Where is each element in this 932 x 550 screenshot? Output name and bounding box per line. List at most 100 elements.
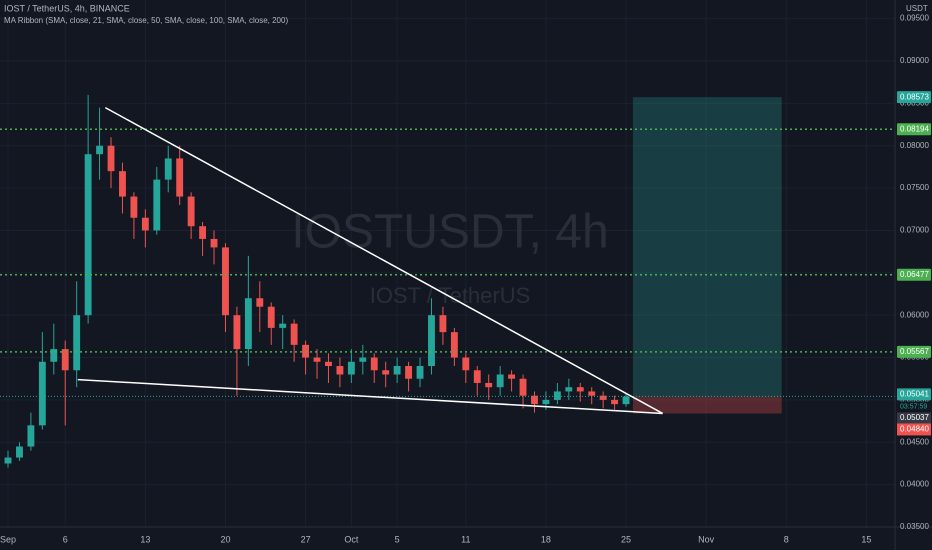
x-tick-label: 8 (784, 534, 789, 544)
candle-body (485, 382, 493, 388)
candle-body (164, 158, 172, 180)
x-tick-label: Nov (698, 534, 715, 544)
y-tick-label: 0.09000 (900, 56, 929, 65)
candle-body (279, 323, 287, 328)
x-tick-label: Sep (0, 534, 16, 544)
candle-body (73, 315, 81, 371)
y-tick-label: 0.07000 (900, 226, 929, 235)
candle-body (222, 247, 229, 316)
x-tick-label: 15 (861, 534, 871, 544)
candle-body (531, 395, 538, 405)
target-label: 0.08573 (900, 92, 929, 101)
candle-body (290, 323, 298, 345)
price-label-box (897, 388, 931, 401)
last-price: 0.05037 (900, 413, 929, 422)
x-tick-label: 11 (461, 534, 470, 544)
x-tick-label: 18 (541, 534, 551, 544)
candle-body (473, 370, 481, 383)
level-label: 0.08194 (900, 124, 929, 133)
candle-body (153, 179, 161, 231)
candle-body (611, 399, 619, 405)
candle-body (233, 315, 241, 350)
axes: 0.035000.040000.045000.050000.055000.060… (0, 14, 931, 544)
candle-body (508, 374, 516, 379)
candle-body (107, 145, 115, 172)
candle-body (313, 357, 321, 362)
x-tick-label: Oct (344, 534, 359, 544)
candle-body (382, 370, 390, 375)
candle-body (519, 378, 527, 396)
level-label: 0.05567 (900, 347, 929, 356)
candle-body (359, 357, 367, 362)
candle-body (565, 387, 573, 392)
candle-body (428, 315, 435, 367)
candle-body (542, 399, 550, 405)
chart-title: IOST / TetherUS, 4h, BINANCE (4, 3, 130, 13)
target-zone (632, 97, 782, 397)
candle-body (405, 366, 413, 379)
watermark-subtitle: IOST / TetherUS (370, 283, 531, 308)
indicator-label: MA Ribbon (SMA, close, 21, SMA, close, 5… (4, 16, 288, 25)
candle-body (347, 361, 355, 375)
candle-body (50, 349, 58, 362)
x-tick-label: 20 (220, 534, 230, 544)
level-label-box (897, 345, 931, 358)
level-label-box (897, 123, 931, 136)
price-label: 0.05041 (900, 390, 929, 399)
candle-body (210, 238, 218, 248)
candle-body (439, 315, 447, 333)
countdown-box (897, 401, 931, 412)
level-label: 0.06477 (900, 270, 929, 279)
candle-body (267, 306, 275, 328)
candle-body (588, 391, 596, 396)
candle-body (4, 457, 12, 464)
candle-body (370, 357, 378, 371)
candle-body (599, 395, 607, 400)
stop-zone (632, 396, 782, 414)
candle-body (38, 361, 46, 426)
x-tick-label: 5 (395, 534, 400, 544)
candle-body (61, 349, 69, 371)
candle-body (27, 425, 35, 447)
x-tick-label: 25 (621, 534, 631, 544)
y-axis-label: USDT (906, 4, 928, 13)
candle-body (325, 361, 332, 367)
candle-body (576, 387, 584, 392)
trendline (77, 378, 663, 415)
candle-body (16, 446, 23, 458)
target-label-box (897, 91, 931, 104)
candle-body (199, 226, 207, 239)
level-label-box (897, 268, 931, 281)
countdown: 03:57:59 (900, 403, 927, 410)
candle-body (84, 154, 92, 316)
candle-body (393, 366, 401, 375)
y-tick-label: 0.08000 (900, 141, 929, 150)
candle-body (450, 332, 458, 358)
y-tick-label: 0.04000 (900, 480, 929, 489)
y-tick-label: 0.09500 (900, 14, 929, 23)
candle-body (336, 366, 344, 375)
x-tick-label: 13 (140, 534, 150, 544)
candle-body (256, 298, 264, 307)
candle-body (176, 158, 184, 197)
candle-body (244, 298, 252, 350)
candle-body (622, 396, 630, 405)
x-tick-label: 27 (301, 534, 311, 544)
candle-body (553, 391, 561, 400)
candle-body (462, 357, 470, 371)
plot (0, 94, 895, 468)
candle-body (187, 196, 195, 227)
candle-body (141, 217, 149, 231)
y-tick-label: 0.06000 (900, 310, 929, 319)
y-tick-label: 0.04500 (900, 437, 929, 446)
last-price-box (897, 412, 931, 424)
candle-body (96, 145, 104, 155)
y-tick-label: 0.03500 (900, 522, 929, 531)
stop-label-box (897, 423, 931, 436)
stop-label: 0.04840 (900, 425, 929, 434)
candle-body (119, 171, 126, 197)
trendline (104, 106, 664, 415)
candle-body (496, 374, 504, 388)
